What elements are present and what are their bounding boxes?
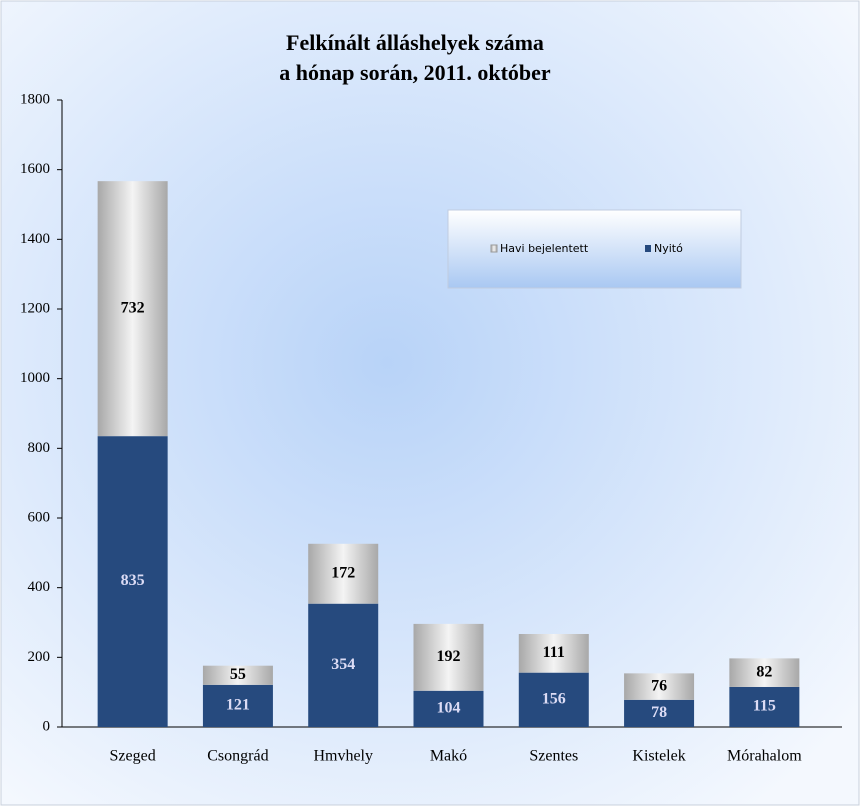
- bar-segment: [202, 665, 273, 685]
- legend-swatch: [645, 245, 651, 252]
- x-tick-label: Hmvhely: [313, 748, 373, 765]
- data-label: 835: [121, 572, 145, 589]
- data-label: 76: [651, 677, 667, 694]
- y-tick-label: 1600: [20, 161, 50, 177]
- data-label: 55: [230, 666, 246, 683]
- bar-segment: [413, 623, 484, 691]
- y-tick-label: 1800: [20, 91, 50, 107]
- bar-segment: [97, 436, 168, 727]
- bar-segment: [308, 603, 379, 727]
- bar-segment: [518, 672, 589, 727]
- bar-segment: [518, 633, 589, 673]
- x-tick-label: Szentes: [529, 748, 578, 765]
- data-label: 192: [437, 648, 461, 665]
- legend-label: Havi bejelentett: [500, 242, 589, 255]
- y-tick-label: 1200: [20, 300, 50, 316]
- y-tick-label: 1000: [20, 370, 50, 386]
- x-tick-label: Makó: [430, 748, 467, 765]
- bar-segment: [624, 673, 695, 700]
- y-tick-label: 1400: [20, 231, 50, 247]
- bar-segment: [729, 686, 800, 727]
- x-tick-label: Mórahalom: [727, 748, 802, 765]
- data-label: 172: [331, 564, 355, 581]
- chart-title: a hónap során, 2011. október: [279, 60, 551, 85]
- y-tick-label: 800: [28, 440, 51, 456]
- data-label: 732: [121, 299, 145, 316]
- legend-label: Nyitó: [654, 242, 683, 255]
- data-label: 82: [756, 663, 772, 680]
- x-tick-label: Csongrád: [207, 748, 268, 765]
- bar-segment: [624, 699, 695, 727]
- bar-segment: [413, 690, 484, 727]
- data-label: 354: [331, 656, 355, 673]
- data-label: 121: [226, 697, 250, 714]
- chart-title: Felkínált álláshelyek száma: [286, 30, 544, 55]
- bar-segment: [97, 181, 168, 437]
- legend-swatch: [490, 244, 498, 253]
- bar-segment: [729, 658, 800, 687]
- y-tick-label: 600: [28, 509, 51, 525]
- x-tick-label: Kistelek: [632, 748, 685, 765]
- y-tick-label: 0: [43, 718, 51, 734]
- bar-segment: [202, 684, 273, 727]
- data-label: 111: [543, 644, 565, 661]
- data-label: 156: [542, 691, 566, 708]
- y-tick-label: 200: [28, 649, 51, 665]
- bar-segment: [308, 543, 379, 604]
- y-tick-label: 400: [28, 579, 51, 595]
- data-label: 78: [651, 704, 667, 721]
- data-label: 115: [753, 698, 776, 715]
- data-label: 104: [437, 700, 461, 717]
- x-tick-label: Szeged: [110, 748, 156, 765]
